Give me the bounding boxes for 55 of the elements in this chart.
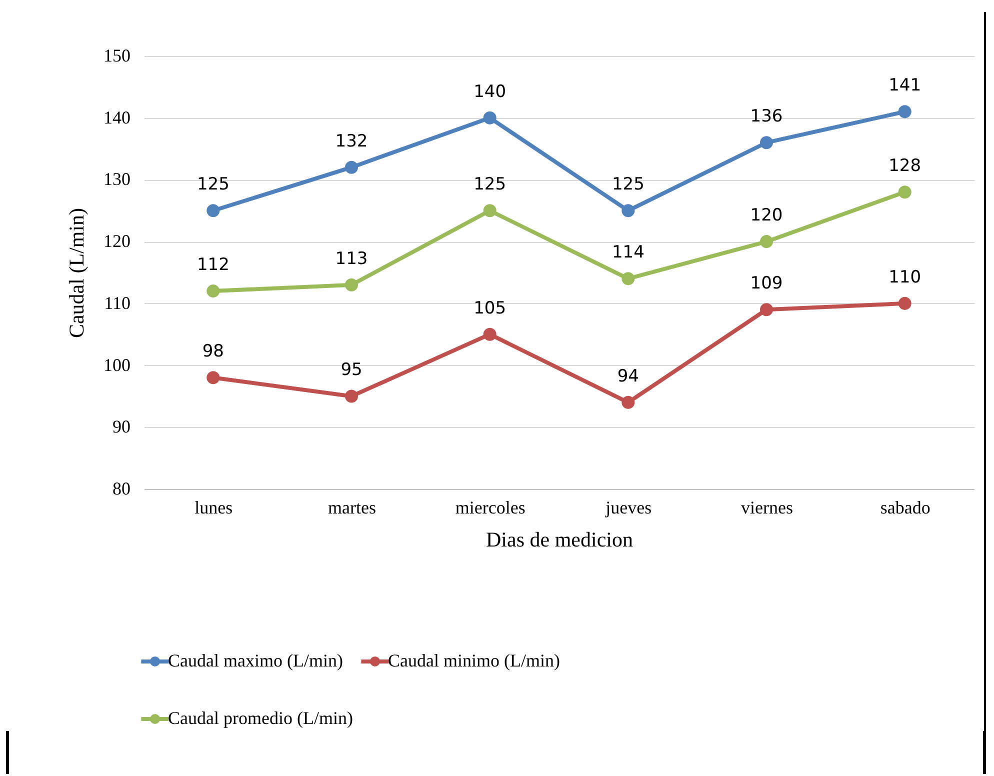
x-tick-label: viernes bbox=[741, 498, 793, 518]
data-label: 113 bbox=[335, 248, 368, 269]
y-tick-label: 120 bbox=[104, 231, 130, 252]
y-tick-label: 80 bbox=[112, 478, 130, 498]
point bbox=[622, 204, 635, 218]
point bbox=[483, 328, 496, 341]
legend-label: Caudal promedio (L/min) bbox=[168, 708, 353, 728]
x-tick-label: jueves bbox=[604, 498, 652, 518]
point bbox=[760, 235, 774, 248]
point bbox=[760, 136, 774, 150]
data-label: 132 bbox=[335, 131, 368, 152]
point bbox=[898, 105, 912, 118]
data-label: 125 bbox=[196, 174, 230, 195]
x-tick-label: martes bbox=[328, 498, 376, 518]
y-axis-title: Caudal (L/min) bbox=[64, 208, 88, 338]
y-tick-label: 130 bbox=[104, 169, 130, 190]
y-tick-label: 110 bbox=[104, 292, 130, 313]
data-label: 120 bbox=[750, 206, 783, 226]
point bbox=[344, 160, 358, 174]
data-label: 109 bbox=[750, 274, 783, 294]
point bbox=[206, 284, 220, 298]
data-label: 141 bbox=[888, 76, 922, 96]
data-label: 94 bbox=[617, 366, 639, 386]
data-label: 125 bbox=[612, 174, 644, 195]
point bbox=[344, 390, 358, 403]
data-label: 114 bbox=[612, 242, 644, 263]
data-label: 128 bbox=[888, 156, 922, 176]
x-tick-label: miercoles bbox=[455, 498, 526, 518]
point bbox=[622, 396, 635, 409]
point bbox=[898, 296, 912, 310]
point bbox=[206, 371, 220, 384]
point bbox=[483, 204, 496, 218]
data-label: 98 bbox=[202, 342, 224, 362]
data-label: 136 bbox=[750, 106, 783, 127]
data-label: 110 bbox=[888, 267, 922, 288]
point bbox=[898, 186, 912, 199]
y-tick-label: 150 bbox=[104, 46, 130, 66]
x-tick-label: sabado bbox=[880, 498, 930, 518]
x-axis-title: Dias de medicion bbox=[486, 528, 634, 552]
y-tick-label: 140 bbox=[104, 107, 130, 128]
y-tick-label: 90 bbox=[112, 416, 130, 437]
point bbox=[206, 204, 220, 218]
data-label: 140 bbox=[474, 82, 506, 102]
point bbox=[483, 111, 496, 124]
data-label: 125 bbox=[474, 174, 506, 195]
data-label: 105 bbox=[474, 298, 506, 318]
data-label: 112 bbox=[196, 255, 230, 276]
point bbox=[760, 303, 774, 316]
x-tick-label: lunes bbox=[194, 498, 233, 518]
y-tick-label: 100 bbox=[104, 354, 130, 375]
legend-label: Caudal minimo (L/min) bbox=[388, 650, 560, 670]
legend-label: Caudal maximo (L/min) bbox=[168, 650, 343, 670]
point bbox=[344, 278, 358, 292]
point bbox=[622, 272, 635, 286]
data-label: 95 bbox=[340, 360, 362, 380]
